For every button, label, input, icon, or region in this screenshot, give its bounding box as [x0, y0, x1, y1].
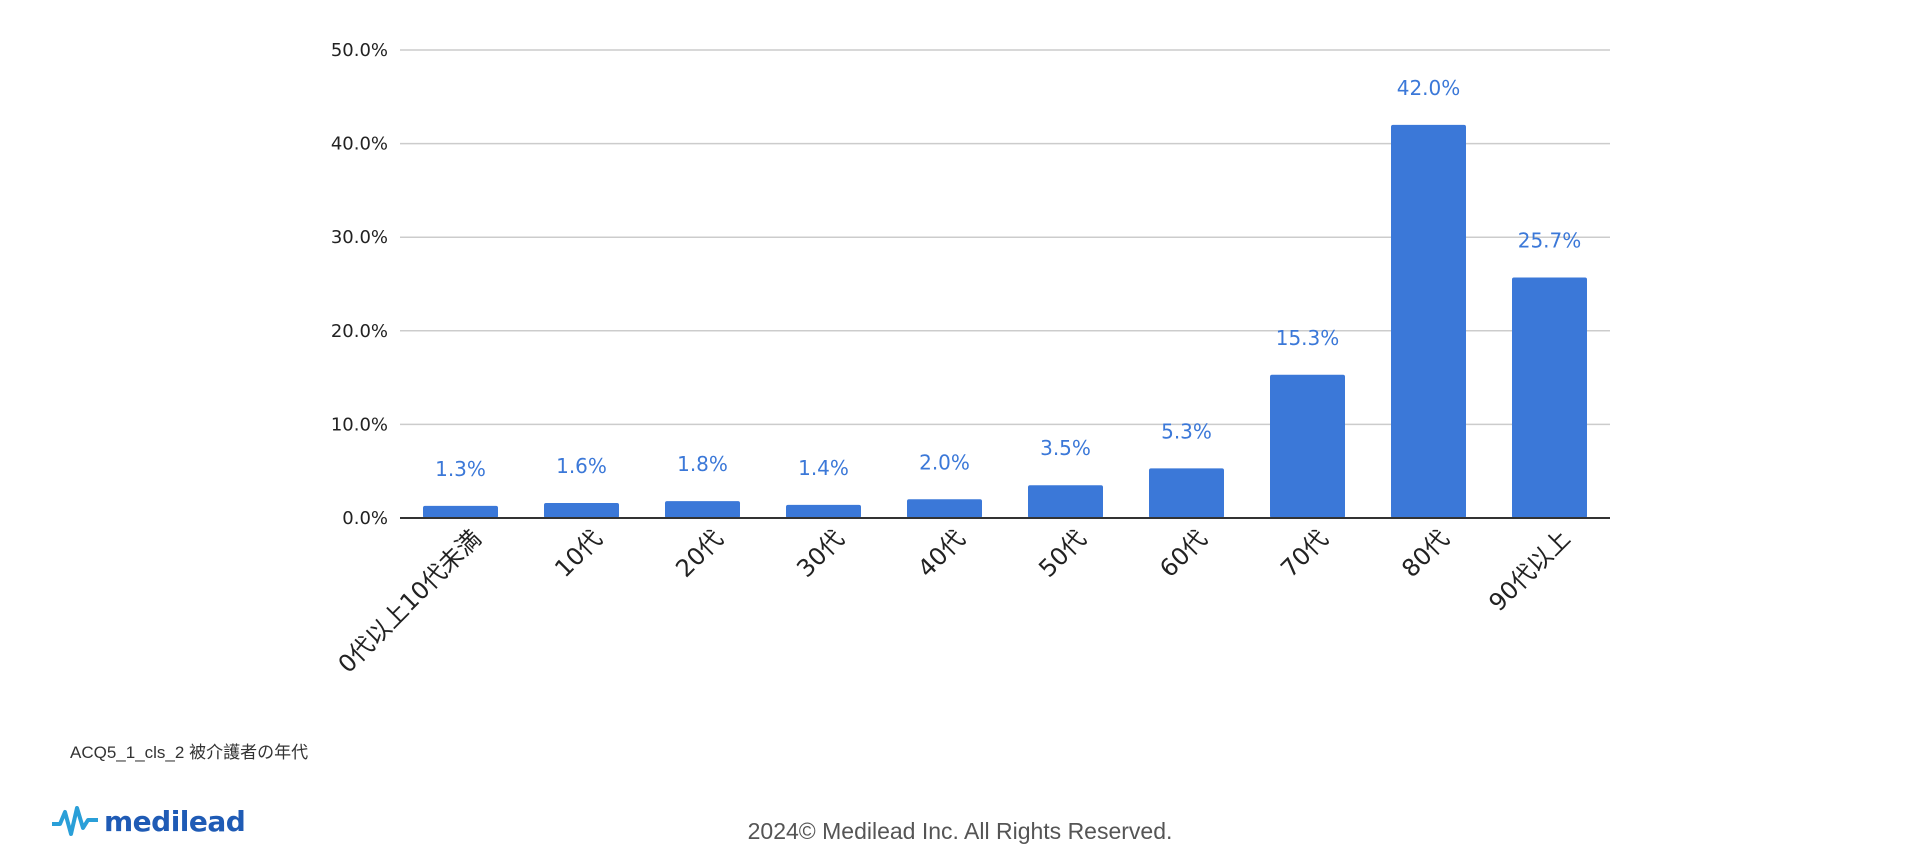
x-tick-label: 40代 [912, 524, 970, 582]
data-label: 1.3% [435, 457, 486, 481]
medilead-logo: medilead [52, 803, 246, 839]
copyright-footer: 2024© Medilead Inc. All Rights Reserved. [747, 818, 1173, 844]
data-label: 5.3% [1161, 419, 1212, 443]
bar [907, 499, 982, 518]
data-label: 42.0% [1397, 76, 1461, 100]
x-tick-label: 70代 [1275, 524, 1333, 582]
x-tick-label: 20代 [670, 524, 728, 582]
data-label: 15.3% [1276, 326, 1340, 350]
y-tick-label: 50.0% [331, 40, 388, 61]
data-label: 1.6% [556, 454, 607, 478]
bar [1391, 124, 1466, 518]
x-axis-tick-labels: 0代以上10代未満 10代 20代 30代 40代 50代 60代 70代 80代 90代以上 [333, 524, 1576, 678]
bar [786, 504, 861, 518]
y-axis-tick-labels: 0.0% 10.0% 20.0% 30.0% 40.0% 50.0% [331, 40, 388, 529]
x-tick-label: 10代 [549, 524, 607, 582]
data-label: 1.8% [677, 452, 728, 476]
x-tick-label: 0代以上10代未満 [333, 524, 487, 678]
y-tick-label: 30.0% [331, 227, 388, 248]
data-label: 3.5% [1040, 436, 1091, 460]
bar [544, 503, 619, 518]
y-tick-label: 40.0% [331, 134, 388, 155]
bar [665, 501, 740, 518]
bar [1149, 468, 1224, 518]
y-tick-label: 10.0% [331, 414, 388, 435]
y-tick-label: 20.0% [331, 321, 388, 342]
pulse-logo-icon [52, 806, 98, 836]
x-tick-label: 60代 [1154, 524, 1212, 582]
bar [1270, 374, 1345, 518]
x-tick-label: 50代 [1033, 524, 1091, 582]
bars [423, 124, 1587, 518]
data-labels: 1.3% 1.6% 1.8% 1.4% 2.0% 3.5% 5.3% 15.3% 42.0% 25… [435, 76, 1581, 481]
data-label: 2.0% [919, 450, 970, 474]
x-tick-label: 30代 [791, 524, 849, 582]
data-label: 25.7% [1518, 228, 1582, 252]
bar [1512, 277, 1587, 518]
x-tick-label: 90代以上 [1483, 524, 1575, 616]
bar [423, 505, 498, 518]
bar [1028, 485, 1103, 518]
chart-caption: ACQ5_1_cls_2 被介護者の年代 [70, 743, 309, 762]
y-tick-label: 0.0% [342, 508, 388, 529]
logo-text: medilead [104, 804, 246, 838]
data-label: 1.4% [798, 456, 849, 480]
x-tick-label: 80代 [1396, 524, 1454, 582]
